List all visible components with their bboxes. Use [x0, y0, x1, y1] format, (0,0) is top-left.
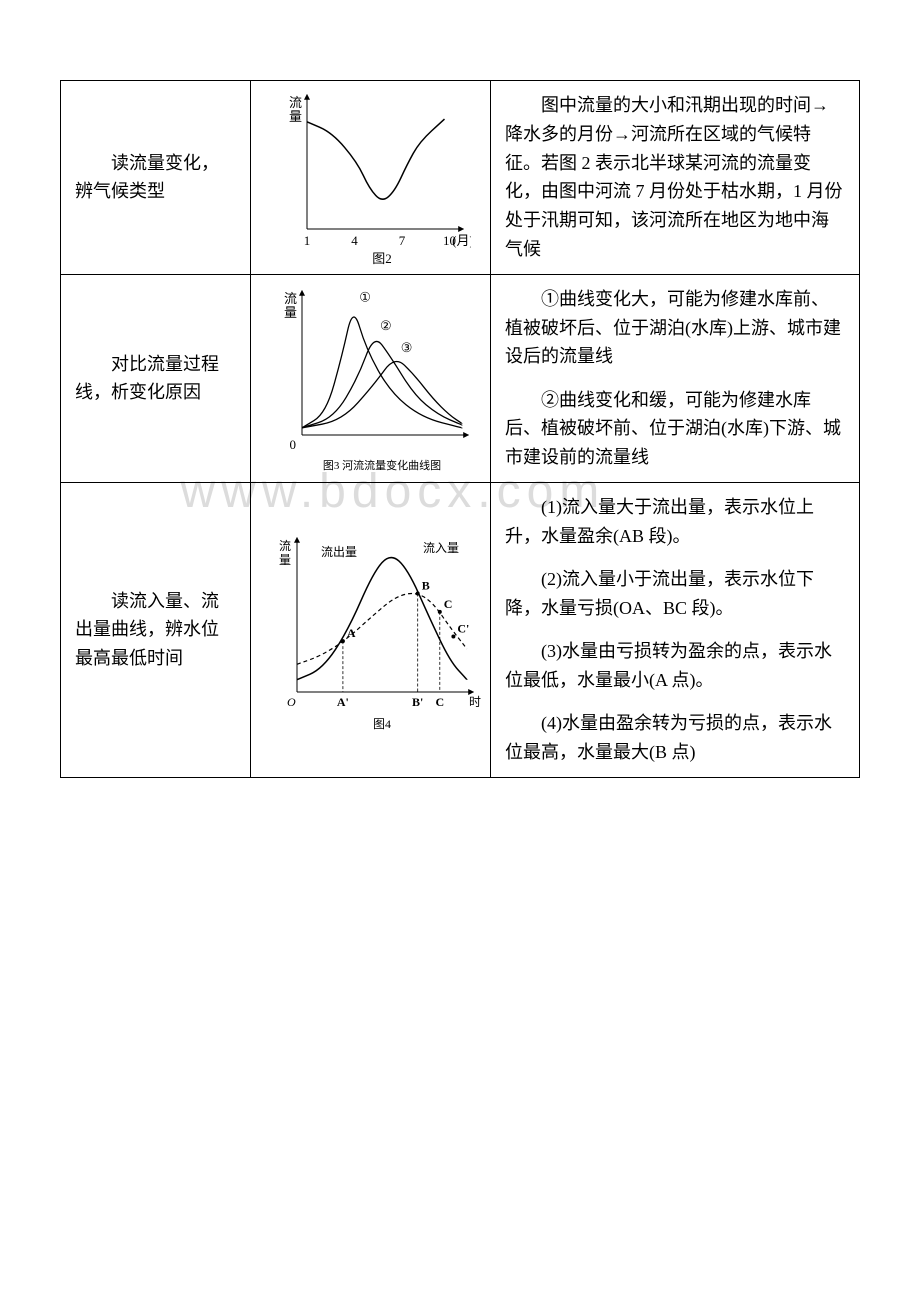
svg-text:量: 量 — [279, 553, 291, 567]
svg-text:A: A — [346, 626, 355, 640]
paragraph: (4)水量由盈余转为亏损的点，表示水位最高，水量最大(B 点) — [505, 709, 845, 767]
paragraph: ②曲线变化和缓，可能为修建水库后、植被破坏前、位于湖泊(水库)下游、城市建设前的… — [505, 386, 845, 472]
svg-text:0: 0 — [289, 437, 296, 452]
svg-text:C: C — [443, 597, 452, 611]
svg-text:量: 量 — [284, 305, 297, 320]
paragraph: ①曲线变化大，可能为修建水库前、植被破坏后、位于湖泊(水库)上游、城市建设后的流… — [505, 285, 845, 371]
svg-text:7: 7 — [398, 233, 405, 248]
paragraph: (1)流入量大于流出量，表示水位上升，水量盈余(AB 段)。 — [505, 493, 845, 551]
content-table: 读流量变化，辨气候类型流量14710(月)图2 图中流量的大小和汛期出现的时间→… — [60, 80, 860, 778]
row-chart-cell: 流量14710(月)图2 — [251, 81, 491, 275]
paragraph: 图中流量的大小和汛期出现的时间→降水多的月份→河流所在区域的气候特征。若图 2 … — [505, 91, 845, 264]
row-chart-cell: 流量 流出量 流入量 O A A' B B' C C C' 时间图4 — [251, 482, 491, 777]
svg-text:流出量: 流出量 — [321, 545, 357, 559]
paragraph: (3)水量由亏损转为盈余的点，表示水位最低，水量最小(A 点)。 — [505, 637, 845, 695]
svg-text:O: O — [287, 695, 296, 709]
chart: 流量14710(月)图2 — [271, 87, 471, 267]
row-title: 对比流量过程线，析变化原因 — [61, 274, 251, 482]
svg-text:③: ③ — [400, 340, 412, 355]
svg-text:B': B' — [412, 695, 423, 709]
svg-text:C: C — [435, 695, 444, 709]
paragraph: (2)流入量小于流出量，表示水位下降，水量亏损(OA、BC 段)。 — [505, 565, 845, 623]
svg-text:图3 河流流量变化曲线图: 图3 河流流量变化曲线图 — [322, 458, 440, 472]
svg-text:时间: 时间 — [469, 695, 481, 709]
svg-text:流: 流 — [284, 291, 297, 306]
table-row: 读流量变化，辨气候类型流量14710(月)图2 图中流量的大小和汛期出现的时间→… — [61, 81, 860, 275]
table-row: 读流入量、流出量曲线，辨水位最高最低时间 流量 流出量 流入量 O A A' B B' C C C' 时… — [61, 482, 860, 777]
row-explain: 图中流量的大小和汛期出现的时间→降水多的月份→河流所在区域的气候特征。若图 2 … — [491, 81, 860, 275]
row-title: 读流量变化，辨气候类型 — [61, 81, 251, 275]
svg-text:B: B — [421, 578, 429, 592]
row-title: 读流入量、流出量曲线，辨水位最高最低时间 — [61, 482, 251, 777]
svg-text:图2: 图2 — [372, 251, 392, 266]
chart: 流量 ①②③ 0 图3 河流流量变化曲线图 — [266, 283, 476, 473]
svg-text:量: 量 — [289, 109, 302, 124]
chart: 流量 流出量 流入量 O A A' B B' C C C' 时间图4 — [261, 530, 481, 730]
svg-text:1: 1 — [303, 233, 310, 248]
svg-text:流入量: 流入量 — [423, 541, 459, 555]
row-explain: (1)流入量大于流出量，表示水位上升，水量盈余(AB 段)。 (2)流入量小于流… — [491, 482, 860, 777]
svg-text:4: 4 — [351, 233, 358, 248]
svg-text:①: ① — [359, 290, 371, 305]
svg-text:C': C' — [457, 621, 469, 635]
row-explain: ①曲线变化大，可能为修建水库前、植被破坏后、位于湖泊(水库)上游、城市建设后的流… — [491, 274, 860, 482]
svg-text:流: 流 — [289, 95, 302, 110]
svg-text:A': A' — [336, 695, 348, 709]
svg-text:图4: 图4 — [372, 717, 390, 730]
svg-text:流: 流 — [279, 539, 291, 553]
table-row: 对比流量过程线，析变化原因 流量 ①②③ 0 图3 河流流量变化曲线图 ①曲线变化大，可… — [61, 274, 860, 482]
row-chart-cell: 流量 ①②③ 0 图3 河流流量变化曲线图 — [251, 274, 491, 482]
svg-text:②: ② — [380, 319, 392, 334]
svg-text:(月): (月) — [452, 233, 471, 248]
